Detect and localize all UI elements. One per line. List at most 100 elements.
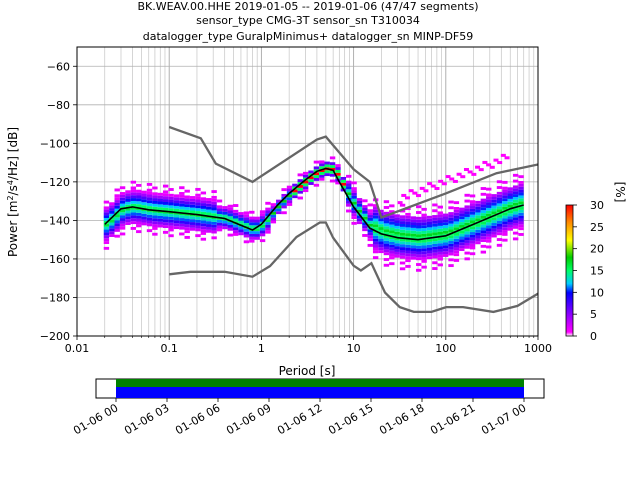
density-cell [426, 215, 433, 219]
density-cell [168, 196, 174, 200]
density-cell [463, 167, 469, 171]
density-cell [227, 227, 233, 231]
density-cell [206, 203, 212, 207]
density-cell [189, 207, 196, 211]
density-cell [459, 230, 465, 234]
density-cell [243, 231, 250, 235]
density-cell [437, 225, 443, 229]
density-cell [475, 241, 481, 245]
density-cell [405, 259, 411, 263]
y-label-part: /Hz] [dB] [6, 127, 20, 180]
density-cell [232, 218, 239, 222]
density-cell [346, 192, 352, 196]
density-cell [448, 235, 454, 239]
density-cell [469, 232, 476, 235]
density-cell [453, 232, 460, 236]
density-cell [459, 224, 465, 228]
density-cell [464, 216, 470, 220]
plot-area: 0.01 0.1 1 10 100 1000 −60 −80 −100 −120 −140 −160… [40, 46, 552, 355]
density-cell [109, 234, 115, 237]
density-cell [449, 177, 455, 181]
density-cell [195, 228, 201, 232]
density-cell [130, 192, 137, 196]
density-cell [512, 202, 519, 206]
density-cell [259, 227, 266, 231]
density-cell [136, 215, 142, 219]
density-cell [486, 199, 492, 203]
density-cell [211, 219, 217, 222]
density-cell [114, 217, 120, 221]
density-cell [222, 211, 228, 215]
density-cell [179, 203, 185, 207]
density-cell [399, 244, 406, 248]
density-cell [448, 217, 454, 221]
density-cell [518, 180, 524, 184]
density-cell [512, 211, 519, 215]
density-cell [507, 195, 513, 199]
density-cell [179, 200, 185, 204]
density-cell [399, 232, 406, 236]
density-cell [437, 220, 443, 223]
density-cell [496, 217, 503, 221]
density-cell [480, 221, 487, 225]
density-cell [119, 220, 126, 224]
density-cell [141, 199, 147, 203]
density-cell [119, 226, 126, 230]
x-axis-label: Period [s] [279, 364, 336, 378]
density-cell [408, 189, 414, 193]
density-cell [432, 217, 438, 221]
density-cell [448, 226, 454, 230]
density-cell [426, 230, 433, 234]
density-cell [405, 233, 411, 237]
density-cell [297, 179, 303, 183]
density-cell [206, 206, 212, 210]
density-cell [416, 219, 422, 223]
density-cell [432, 203, 438, 207]
y-tick-label: −80 [47, 99, 70, 112]
density-cell [249, 219, 255, 223]
density-cell [437, 243, 443, 247]
density-cell [319, 160, 325, 164]
density-cell [162, 199, 169, 202]
density-cell [216, 228, 223, 232]
density-cell [448, 246, 454, 250]
density-cell [389, 247, 395, 251]
density-cell [410, 253, 417, 257]
density-cell [179, 209, 185, 213]
density-cell [416, 194, 422, 198]
density-cell [432, 267, 438, 270]
y-tick-label: −60 [47, 60, 70, 73]
density-cell [136, 201, 142, 205]
density-cell [313, 183, 320, 187]
density-cell [146, 182, 153, 186]
density-cell [238, 232, 244, 236]
density-cell [281, 205, 287, 209]
density-cell [173, 203, 180, 206]
density-cell [442, 242, 449, 246]
density-cell [491, 234, 497, 238]
density-cell [502, 224, 508, 228]
density-cell [136, 209, 142, 213]
density-cell [405, 212, 411, 216]
density-cell [378, 209, 384, 213]
density-cell [480, 201, 487, 205]
y-tick-label: −140 [40, 214, 70, 227]
density-cell [125, 216, 131, 220]
density-cell [410, 242, 417, 246]
density-cell [211, 213, 217, 217]
density-cell [397, 201, 403, 205]
density-cell [486, 239, 492, 243]
density-cell [249, 222, 255, 226]
density-cell [329, 179, 336, 183]
density-cell [518, 224, 524, 228]
coverage-tick-label: 01-06 09 [224, 401, 273, 437]
density-cell [502, 218, 508, 222]
density-cell [518, 227, 524, 231]
density-cell [442, 216, 449, 220]
density-cell [136, 218, 142, 222]
density-cell [432, 252, 438, 256]
density-cell [114, 202, 120, 206]
density-cell [243, 228, 250, 232]
density-cell [464, 214, 470, 217]
density-cell [512, 188, 519, 192]
